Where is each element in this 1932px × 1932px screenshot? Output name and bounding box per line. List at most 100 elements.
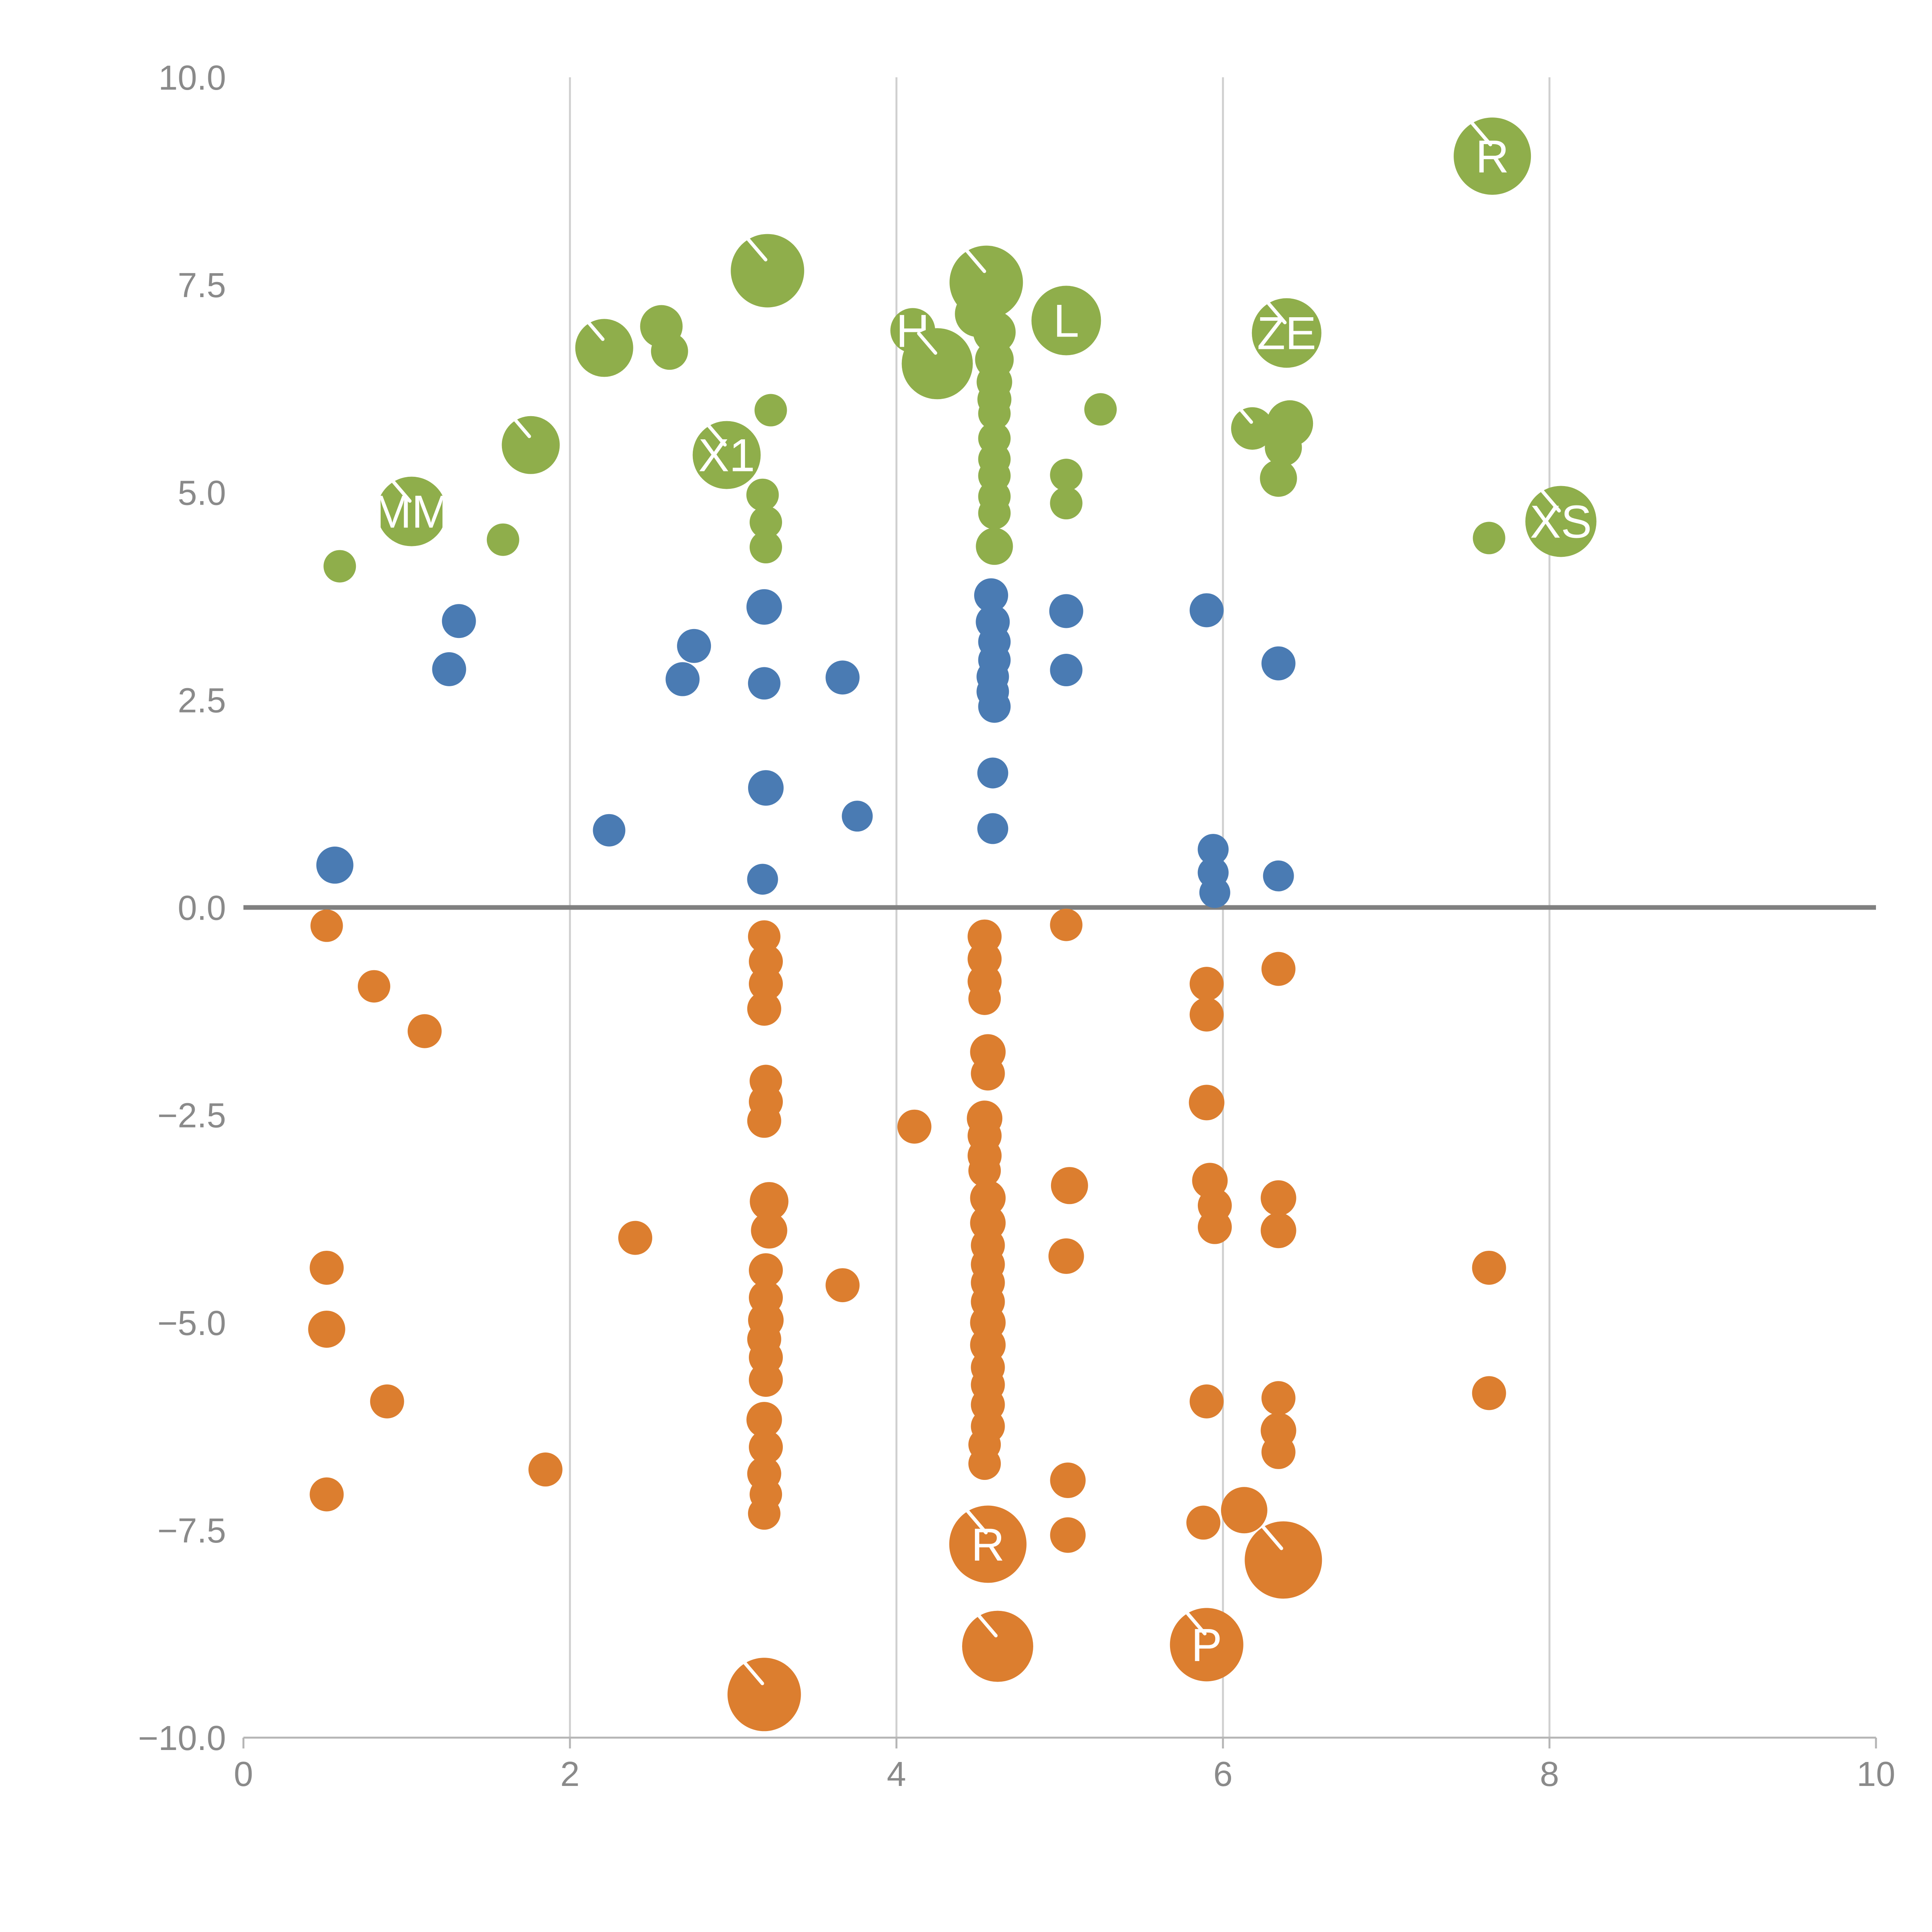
data-point-green (1050, 459, 1083, 492)
point-leader-tick (965, 249, 986, 273)
data-point-orange (968, 1154, 1001, 1187)
x-tick-label: 2 (560, 1755, 580, 1794)
data-point-orange (749, 967, 783, 1001)
x-tick-label: 0 (234, 1755, 253, 1794)
data-point-green (1525, 486, 1597, 557)
data-point-orange (358, 970, 390, 1003)
data-point-orange (949, 1505, 1027, 1583)
data-point-green (750, 506, 782, 539)
data-point-green (976, 527, 1013, 565)
point-leader-tick (1470, 121, 1492, 146)
data-point-blue (1050, 654, 1083, 687)
data-point-orange (1261, 952, 1296, 986)
data-point-green (1265, 429, 1302, 466)
data-point-blue (1197, 834, 1229, 865)
data-point-orange (968, 1447, 1001, 1480)
data-point-blue (748, 770, 784, 806)
data-point-orange (1189, 997, 1224, 1032)
data-point-blue (747, 864, 778, 895)
data-point-orange (1170, 1608, 1243, 1682)
data-point-orange (747, 1104, 781, 1138)
x-tick-label: 10 (1857, 1755, 1895, 1794)
point-label: X1 (698, 430, 755, 481)
data-point-blue (593, 814, 626, 847)
data-point-green (1454, 117, 1531, 195)
data-point-orange (1197, 1210, 1232, 1244)
data-point-green (978, 497, 1011, 529)
data-point-orange (747, 992, 781, 1026)
data-point-orange (1221, 1487, 1267, 1534)
data-point-orange (727, 1658, 801, 1731)
data-point-blue (978, 690, 1011, 723)
data-point-orange (1261, 1435, 1296, 1469)
data-point-orange (748, 920, 781, 953)
data-point-orange (618, 1221, 652, 1255)
data-point-green (1050, 487, 1083, 520)
data-point-orange (1050, 1462, 1086, 1498)
data-point-green (1031, 286, 1101, 355)
data-point-blue (1049, 594, 1083, 628)
data-point-green (750, 531, 782, 564)
data-point-blue (974, 578, 1009, 612)
y-tick-label: −7.5 (157, 1512, 226, 1550)
data-point-orange (1189, 1085, 1225, 1121)
data-point-orange (1261, 1381, 1296, 1415)
data-point-orange (528, 1452, 563, 1487)
data-point-blue (748, 667, 781, 700)
data-point-green (978, 397, 1011, 430)
data-point-blue (442, 604, 476, 638)
data-point-orange (1245, 1521, 1322, 1599)
data-point-orange (1186, 1505, 1221, 1540)
point-label: L (1053, 295, 1079, 347)
point-leader-tick (1185, 1612, 1207, 1636)
point-leader-tick (1267, 301, 1287, 325)
data-point-blue (677, 629, 711, 663)
y-tick-label: −10.0 (138, 1719, 226, 1758)
data-point-blue (432, 652, 466, 686)
data-point-orange (749, 1253, 783, 1287)
data-point-orange (1260, 1213, 1296, 1248)
data-point-green (1084, 393, 1117, 426)
data-point-green (973, 311, 1016, 354)
data-point-green (377, 476, 447, 546)
data-point-orange (1050, 908, 1083, 941)
data-point-orange (407, 1014, 442, 1048)
data-point-orange (370, 1384, 404, 1418)
data-point-blue (1263, 860, 1294, 891)
point-leader-tick (391, 480, 412, 503)
data-point-blue (825, 660, 860, 695)
data-point-green (1252, 298, 1321, 368)
point-leader-tick (743, 1662, 764, 1685)
data-point-green (1260, 459, 1297, 497)
data-point-orange (1051, 1167, 1088, 1204)
data-point-orange (1050, 1517, 1086, 1553)
data-point-blue (746, 589, 782, 625)
y-tick-label: 0.0 (178, 889, 226, 928)
point-label: XS (1530, 496, 1592, 548)
data-point-orange (897, 1109, 932, 1144)
point-leader-tick (1239, 408, 1253, 424)
point-leader-tick (966, 1509, 988, 1534)
data-point-green (502, 416, 560, 474)
data-point-blue (665, 662, 700, 696)
data-point-green (323, 550, 356, 583)
data-point-green (754, 394, 787, 427)
point-leader-tick (1261, 1525, 1283, 1550)
y-tick-label: −2.5 (157, 1097, 226, 1135)
data-point-orange (1472, 1376, 1506, 1410)
y-tick-label: 10.0 (158, 59, 226, 97)
data-point-green (731, 234, 804, 308)
data-point-blue (977, 813, 1009, 844)
y-tick-label: 7.5 (178, 266, 226, 305)
point-leader-tick (707, 424, 727, 447)
data-point-orange (746, 1402, 782, 1438)
point-label: R (1476, 131, 1509, 182)
data-point-green (486, 523, 519, 556)
x-tick-label: 6 (1213, 1755, 1233, 1794)
data-point-orange (748, 1497, 781, 1530)
data-point-orange (825, 1268, 860, 1303)
y-tick-label: −5.0 (157, 1304, 226, 1343)
x-tick-label: 4 (887, 1755, 906, 1794)
